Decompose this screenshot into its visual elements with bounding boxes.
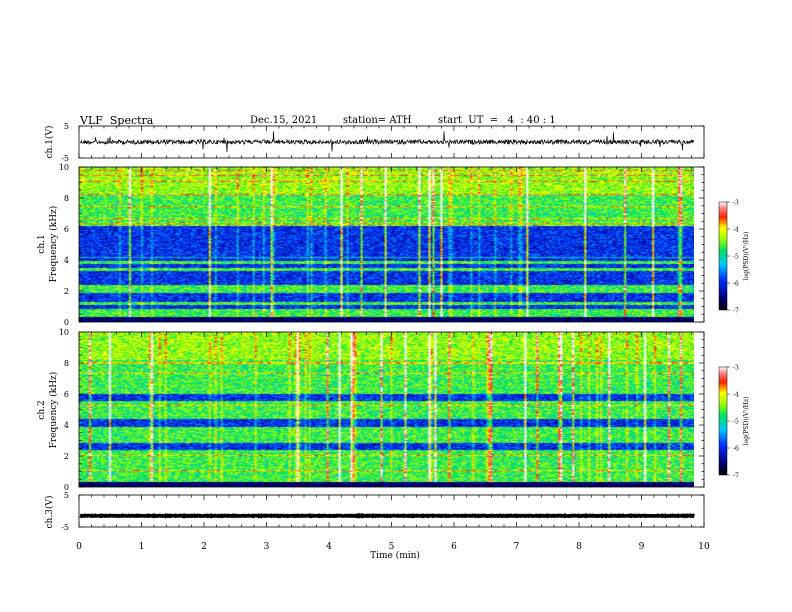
xtick-label: 9 (639, 542, 645, 552)
ytick-label: 6 (64, 225, 69, 234)
header-station: station= ATH (343, 115, 412, 126)
ch1-spectrogram-panel: 0 2 4 6 8 10 ch.1 Frequency (kHz) -3 -4 -5 -6 -7 … (37, 163, 750, 327)
ch1-spectrogram-yticks: 0 2 4 6 8 10 (59, 163, 704, 327)
ytick-label: 6 (64, 390, 69, 399)
ch2-colorbar-gradient (718, 366, 728, 476)
xtick-label: 1 (139, 542, 145, 552)
xtick-label: 5 (389, 542, 395, 552)
xtick-label: 8 (576, 542, 582, 552)
header-date: Dec.15, 2021 (250, 115, 318, 126)
ch1-colorbar-ticks: -3 -4 -5 -6 -7 (727, 200, 739, 315)
colorbar-tick-label: -4 (733, 392, 739, 399)
ytick-label: 4 (64, 421, 69, 430)
xtick-label: 6 (451, 542, 457, 552)
ytick-label: 2 (64, 452, 69, 461)
ch3-waveform-yticks: 5 -5 (61, 491, 704, 532)
ytick-label: 5 (64, 122, 69, 131)
ytick-label: 10 (59, 163, 69, 172)
colorbar-tick-label: -6 (733, 446, 739, 453)
ch2-spectrogram-ylabel-frequency: Frequency (kHz) (48, 372, 59, 449)
ytick-label: 10 (59, 328, 69, 337)
ch2-spectrogram-yticks: 0 2 4 6 8 10 (59, 328, 704, 492)
ch2-colorbar: -3 -4 -5 -6 -7 log(PSD)(V²/Hz) (718, 365, 750, 480)
ch3-waveform-panel: 5 -5 ch.3(V) (44, 491, 705, 532)
ytick-label: 4 (64, 256, 69, 265)
colorbar-tick-label: -6 (733, 281, 739, 288)
ytick-label: 8 (64, 359, 69, 368)
ch1-colorbar-label: log(PSD)(V²/Hz) (743, 232, 750, 281)
ytick-label: 0 (64, 318, 69, 327)
colorbar-tick-label: -3 (733, 365, 739, 372)
ytick-label: 0 (64, 483, 69, 492)
ytick-label: 8 (64, 194, 69, 203)
colorbar-tick-label: -7 (733, 473, 739, 480)
xtick-label: 3 (264, 542, 270, 552)
ch1-colorbar-gradient (718, 201, 728, 311)
ytick-label: -5 (61, 154, 69, 163)
colorbar-tick-label: -7 (733, 308, 739, 315)
time-axis-label: Time (min) (370, 550, 420, 561)
ytick-label: -5 (61, 523, 69, 532)
colorbar-tick-label: -3 (733, 200, 739, 207)
ch1-spectrogram-ylabel-channel: ch.1 (37, 234, 47, 253)
ch1-waveform-line (79, 131, 695, 153)
ch2-spectrogram-panel: 0 2 4 6 8 10 ch.2 Frequency (kHz) -3 -4 -5 -6 -7 … (37, 328, 750, 492)
ch1-waveform-panel: 5 -5 ch.1(V) (44, 122, 705, 163)
xtick-label: 4 (326, 542, 332, 552)
xtick-label: 10 (698, 542, 710, 552)
ch1-waveform-yticks: 5 -5 (61, 122, 704, 163)
xtick-label: 7 (514, 542, 520, 552)
ch2-spectrogram-image (79, 332, 694, 487)
ch1-spectrogram-image (79, 167, 694, 322)
colorbar-tick-label: -5 (733, 254, 739, 261)
time-axis: 0 1 2 3 4 5 6 7 8 9 10 (76, 126, 710, 552)
ch2-colorbar-ticks: -3 -4 -5 -6 -7 (727, 365, 739, 480)
ch3-waveform-line (79, 512, 696, 519)
ch2-colorbar-label: log(PSD)(V²/Hz) (743, 397, 750, 446)
ch1-waveform-ylabel: ch.1(V) (44, 126, 55, 159)
ch1-spectrogram-ylabel-frequency: Frequency (kHz) (48, 206, 59, 283)
ytick-label: 5 (64, 491, 69, 500)
ytick-label: 2 (64, 287, 69, 296)
xtick-label: 0 (76, 542, 82, 552)
colorbar-tick-label: -4 (733, 227, 739, 234)
chart-title: VLF Spectra (80, 114, 154, 127)
xtick-label: 2 (201, 542, 207, 552)
ch3-waveform-ylabel: ch.3(V) (44, 496, 55, 529)
ch2-spectrogram-ylabel-channel: ch.2 (37, 400, 47, 419)
header-start-time: start UT = 4 : 40 : 1 (438, 115, 556, 126)
colorbar-tick-label: -5 (733, 419, 739, 426)
ch1-colorbar: -3 -4 -5 -6 -7 log(PSD)(V²/Hz) (718, 200, 750, 315)
